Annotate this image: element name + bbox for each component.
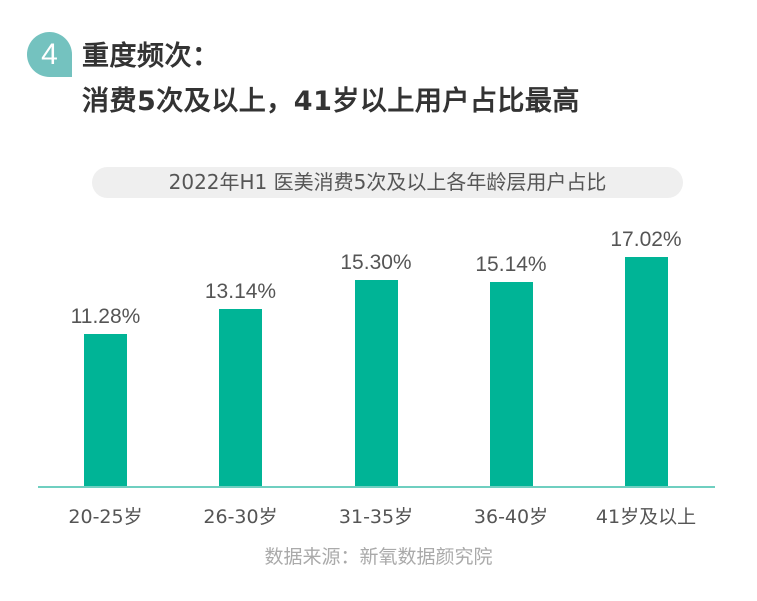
section-title: 重度频次：: [82, 41, 220, 72]
bar: [84, 334, 127, 486]
x-axis-category-label: 20-25岁: [68, 506, 143, 528]
bar-value-label: 13.14%: [204, 280, 277, 304]
bar-value-label: 17.02%: [610, 228, 682, 251]
chart-title-pill: 2022年H1 医美消费5次及以上各年龄层用户占比: [92, 167, 683, 198]
bar: [624, 257, 668, 486]
bar-value-label: 15.14%: [475, 253, 547, 277]
bar: [219, 309, 262, 486]
x-axis-category-label: 41岁及以上: [595, 506, 697, 528]
x-axis-category-label: 26-30岁: [203, 506, 278, 528]
bar-value-label: 11.28%: [70, 305, 141, 329]
section-headline: 消费5次及以上，41岁以上用户占比最高: [82, 86, 580, 117]
x-axis-category-label: 36-40岁: [473, 506, 549, 528]
x-axis-line: [38, 486, 715, 488]
chart-title: 2022年H1 医美消费5次及以上各年龄层用户占比: [168, 170, 607, 194]
bar: [489, 282, 533, 486]
x-axis-category-label: 31-35岁: [338, 506, 414, 528]
bar-value-label: 15.30%: [340, 251, 412, 275]
bar: [354, 280, 398, 486]
section-number-badge: 4: [27, 32, 72, 77]
data-source-note: 数据来源：新氧数据颜究院: [264, 546, 493, 568]
